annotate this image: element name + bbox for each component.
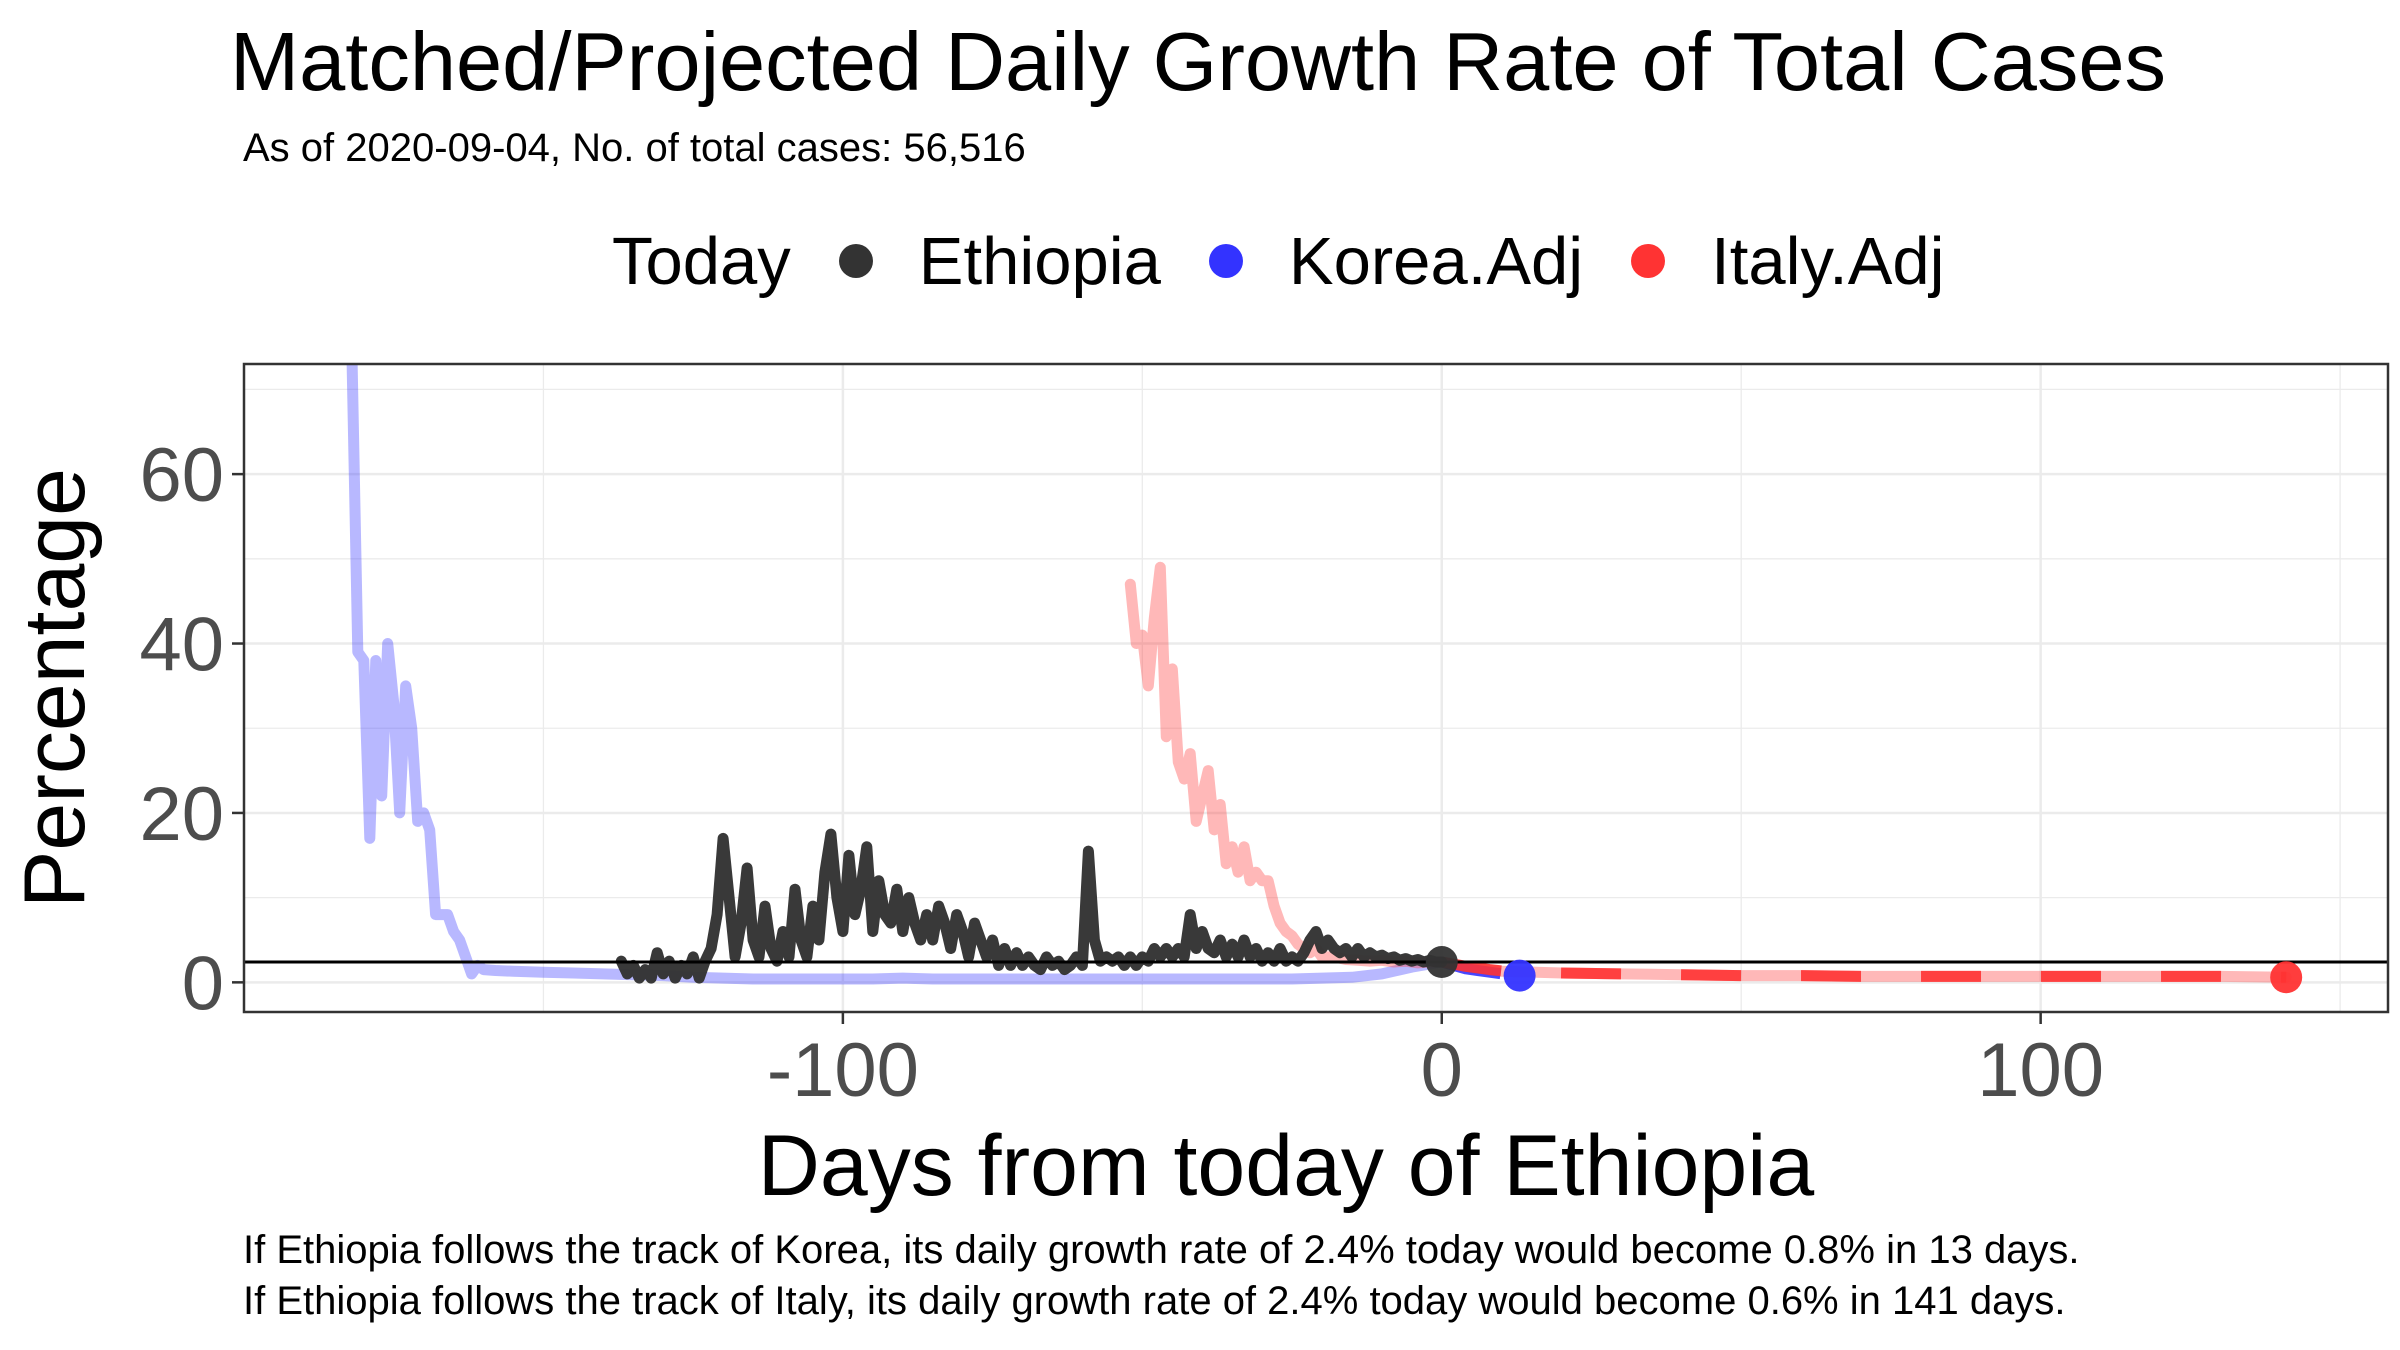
legend-item-italy: Italy.Adj	[1631, 223, 1945, 300]
today-points-layer	[1425, 946, 2303, 994]
today-point-korea-adj	[1503, 959, 1536, 992]
footnotes: If Ethiopia follows the track of Korea, …	[243, 1225, 2080, 1327]
footnote-italy: If Ethiopia follows the track of Italy, …	[243, 1279, 2066, 1323]
y-tick-label: 40	[139, 603, 224, 688]
chart-subtitle: As of 2020-09-04, No. of total cases: 56…	[243, 126, 1026, 170]
series-layer	[244, 364, 2388, 985]
x-tick-label: -100	[767, 1028, 919, 1113]
y-tick-label: 20	[139, 772, 224, 857]
axes: -100 0 100 0 20 40 60 Days from today of Ethiop…	[7, 433, 2104, 1214]
legend-label-ethiopia: Ethiopia	[918, 223, 1161, 299]
series-line-korea-adj-faded-observed	[346, 364, 1448, 985]
today-point-ethiopia	[1425, 946, 1458, 979]
legend-item-korea: Korea.Adj	[1208, 223, 1584, 300]
legend-title: Today	[612, 223, 791, 299]
y-tick-label: 60	[139, 433, 224, 518]
y-axis-title: Percentage	[7, 468, 103, 908]
x-axis-title: Days from today of Ethiopia	[758, 1118, 1815, 1214]
legend-label-korea: Korea.Adj	[1288, 223, 1584, 299]
legend-label-italy: Italy.Adj	[1711, 223, 1945, 299]
grid-lines	[243, 364, 2388, 1012]
panel-background	[244, 364, 2388, 1012]
legend-dot-ethiopia	[838, 244, 873, 278]
legend-dot-italy	[1631, 244, 1666, 278]
x-tick-label: 0	[1421, 1028, 1463, 1113]
panel-border	[242, 362, 2390, 1014]
legend: Today Ethiopia Korea.Adj Italy.Adj	[612, 216, 1993, 306]
chart-title: Matched/Projected Daily Growth Rate of T…	[230, 15, 2167, 108]
footnote-korea: If Ethiopia follows the track of Korea, …	[243, 1228, 2080, 1272]
legend-dot-korea	[1208, 244, 1243, 278]
y-tick-label: 0	[182, 941, 224, 1026]
series-line-italy-adj-projected	[1440, 956, 2287, 983]
today-point-italy-adj	[2270, 961, 2303, 994]
legend-item-ethiopia: Ethiopia	[838, 223, 1161, 300]
x-tick-label: 100	[1977, 1028, 2104, 1113]
